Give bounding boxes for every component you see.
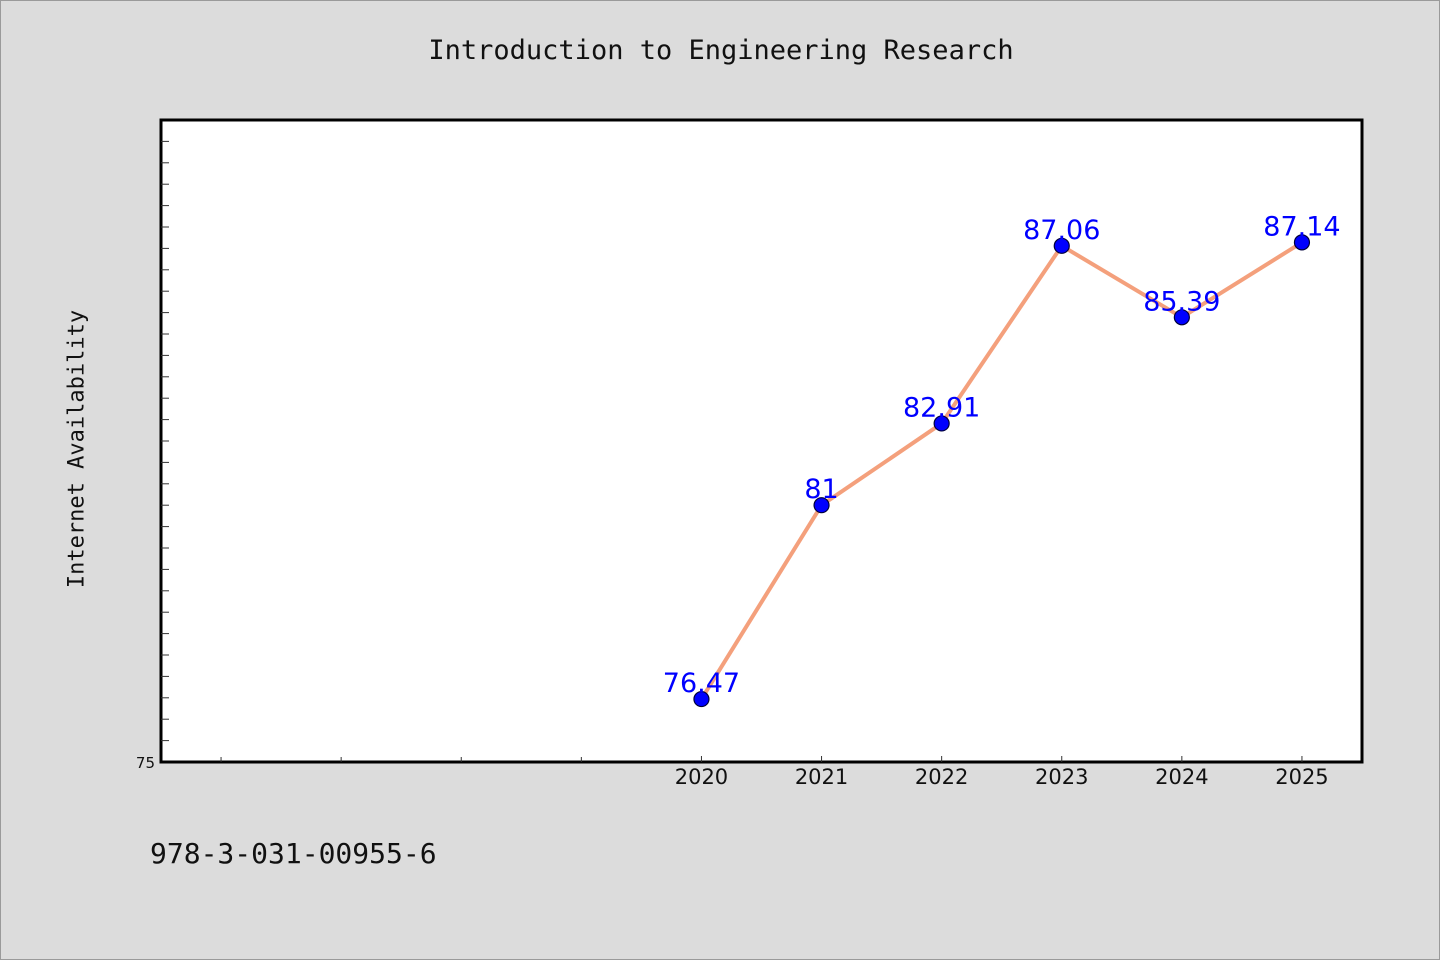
x-tick-label: 2022 [915, 765, 968, 789]
data-point [933, 415, 950, 432]
data-label: 76.47 [663, 668, 740, 699]
isbn-text: 978-3-031-00955-6 [150, 837, 437, 870]
x-tick-label: 2023 [1035, 765, 1088, 789]
data-point [813, 497, 830, 514]
y-tick-label: 75 [136, 754, 155, 772]
plot-area [159, 118, 1364, 764]
x-tick-label: 2020 [675, 765, 728, 789]
x-tick-label: 2024 [1155, 765, 1208, 789]
data-label: 85.39 [1143, 286, 1220, 317]
x-tick-label: 2025 [1275, 765, 1328, 789]
data-label: 82.91 [903, 392, 980, 423]
data-point [1053, 237, 1070, 254]
chart-title: Introduction to Engineering Research [428, 35, 1014, 66]
data-label: 81 [804, 474, 838, 505]
data-label: 87.14 [1263, 211, 1340, 242]
data-point [693, 690, 710, 708]
data-point [1173, 309, 1190, 326]
data-label: 87.06 [1023, 215, 1100, 246]
data-point [1293, 234, 1311, 251]
x-tick-label: 2021 [795, 765, 848, 789]
series-line [699, 240, 1304, 701]
